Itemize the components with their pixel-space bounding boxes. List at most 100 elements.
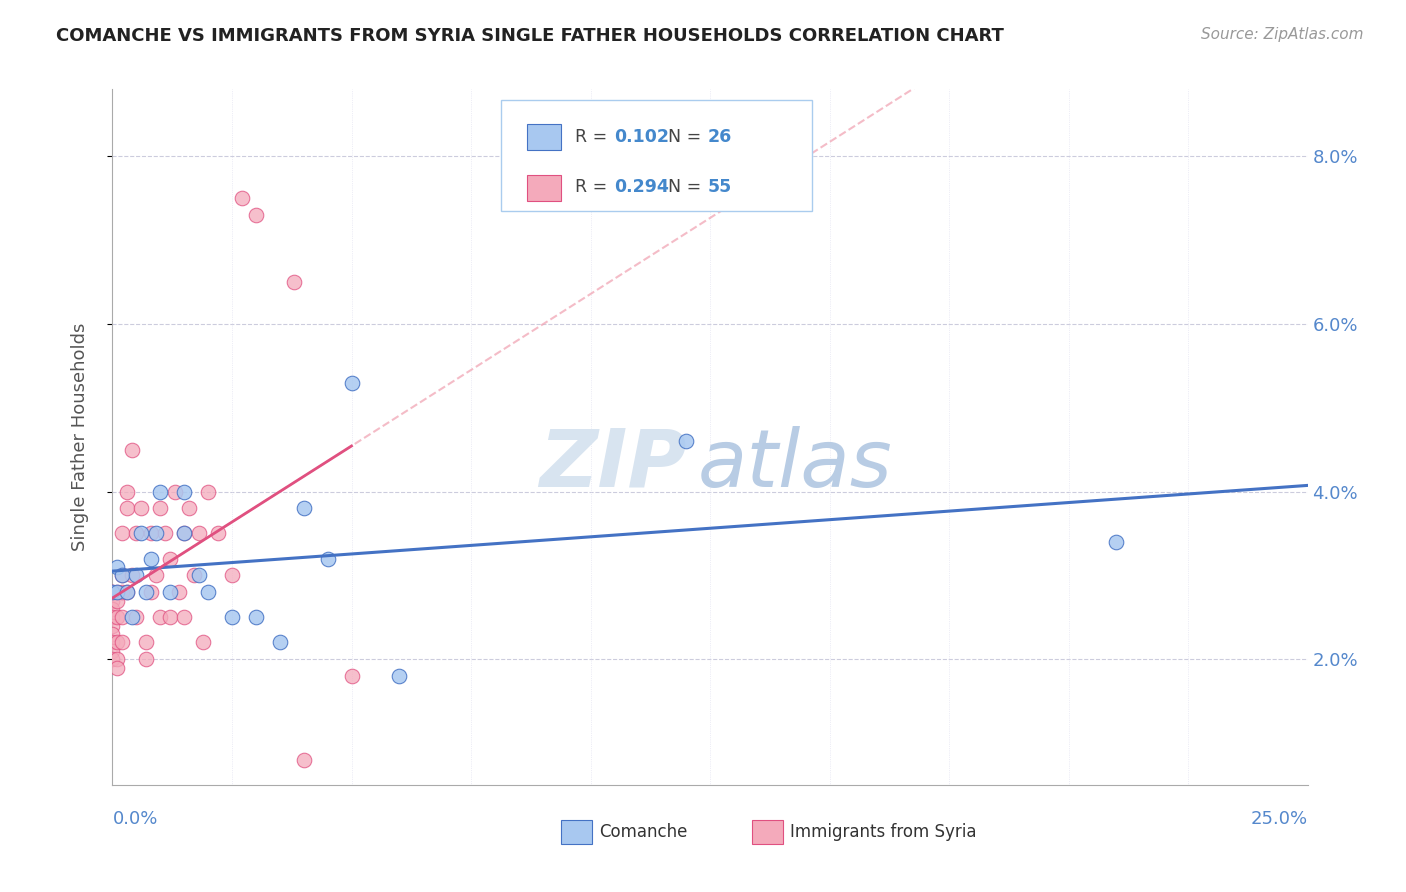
Point [101, 610, 124, 624]
Point [139, 526, 162, 541]
Point [159, 551, 181, 566]
Point [135, 652, 157, 666]
Point [173, 526, 195, 541]
Point [129, 501, 152, 516]
Point [149, 484, 172, 499]
Point [388, 669, 411, 683]
Point [292, 501, 315, 516]
FancyBboxPatch shape [561, 821, 592, 844]
Point [145, 568, 167, 582]
Point [675, 434, 697, 449]
Point [316, 551, 339, 566]
Text: 0.102: 0.102 [614, 128, 669, 145]
Text: 0.294: 0.294 [614, 178, 669, 196]
Point [115, 585, 138, 599]
Text: Comanche: Comanche [599, 823, 688, 841]
Point [135, 635, 157, 649]
Y-axis label: Single Father Households: Single Father Households [70, 323, 89, 551]
Text: 26: 26 [707, 128, 733, 145]
Text: 25.0%: 25.0% [1250, 810, 1308, 828]
Text: Immigrants from Syria: Immigrants from Syria [790, 823, 977, 841]
Point [193, 635, 215, 649]
Point [139, 551, 162, 566]
Point [135, 585, 157, 599]
Point [125, 526, 148, 541]
Point [105, 635, 128, 649]
Point [183, 568, 205, 582]
Point [1105, 534, 1128, 549]
Text: Source: ZipAtlas.com: Source: ZipAtlas.com [1201, 27, 1364, 42]
Point [105, 593, 128, 607]
Point [221, 568, 243, 582]
Point [159, 585, 181, 599]
Point [187, 526, 209, 541]
Point [101, 618, 124, 632]
FancyBboxPatch shape [752, 821, 783, 844]
Point [101, 593, 124, 607]
Point [153, 526, 176, 541]
Point [101, 585, 124, 599]
Point [197, 585, 219, 599]
Point [145, 526, 167, 541]
Point [105, 585, 128, 599]
Point [340, 376, 363, 390]
Point [101, 635, 124, 649]
Point [111, 610, 134, 624]
Point [149, 610, 172, 624]
Point [115, 484, 138, 499]
Point [169, 585, 191, 599]
Text: atlas: atlas [699, 425, 893, 504]
Point [245, 610, 267, 624]
Point [197, 484, 219, 499]
Point [125, 568, 148, 582]
Text: R =: R = [575, 178, 613, 196]
Point [187, 568, 209, 582]
Point [159, 610, 181, 624]
FancyBboxPatch shape [527, 175, 561, 202]
Point [105, 610, 128, 624]
Point [121, 568, 143, 582]
Text: COMANCHE VS IMMIGRANTS FROM SYRIA SINGLE FATHER HOUSEHOLDS CORRELATION CHART: COMANCHE VS IMMIGRANTS FROM SYRIA SINGLE… [56, 27, 1004, 45]
Point [207, 526, 229, 541]
Text: 0.0%: 0.0% [112, 810, 157, 828]
Point [101, 652, 124, 666]
Point [125, 610, 148, 624]
Point [121, 610, 143, 624]
Text: ZIP: ZIP [538, 425, 686, 504]
Text: N =: N = [668, 178, 707, 196]
FancyBboxPatch shape [501, 100, 811, 211]
Point [231, 191, 253, 205]
Point [292, 753, 315, 767]
Point [129, 526, 152, 541]
Point [101, 585, 124, 599]
Point [139, 585, 162, 599]
Point [283, 275, 305, 289]
Point [101, 644, 124, 658]
Text: 55: 55 [707, 178, 733, 196]
Point [101, 602, 124, 616]
Point [245, 208, 267, 222]
Point [340, 669, 363, 683]
Point [163, 484, 186, 499]
Point [105, 560, 128, 574]
Point [111, 568, 134, 582]
Text: R =: R = [575, 128, 613, 145]
Point [149, 501, 172, 516]
Point [221, 610, 243, 624]
Point [111, 635, 134, 649]
Point [269, 635, 291, 649]
Text: N =: N = [668, 128, 707, 145]
Point [173, 526, 195, 541]
Point [115, 501, 138, 516]
Point [101, 585, 124, 599]
Point [177, 501, 200, 516]
Point [111, 526, 134, 541]
Point [111, 585, 134, 599]
FancyBboxPatch shape [527, 124, 561, 151]
Point [115, 585, 138, 599]
Point [173, 484, 195, 499]
Point [105, 585, 128, 599]
Point [105, 652, 128, 666]
Point [121, 442, 143, 457]
Point [101, 627, 124, 641]
